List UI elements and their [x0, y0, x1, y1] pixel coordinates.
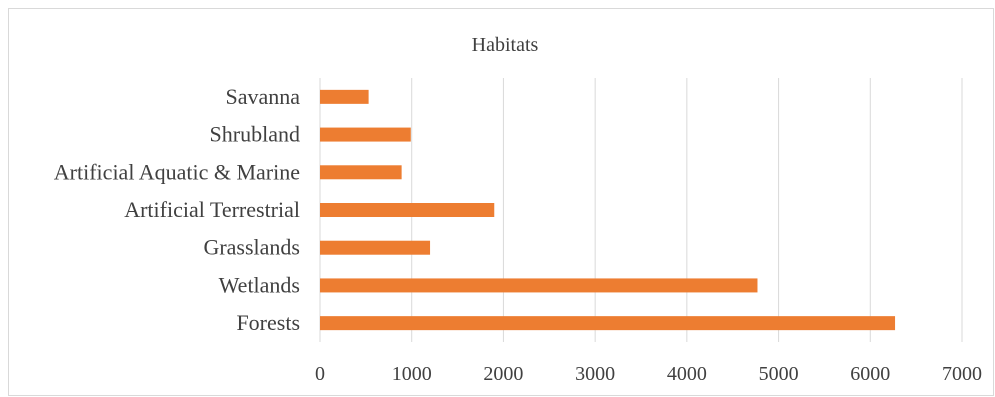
category-label-shrubland: Shrubland	[210, 122, 300, 147]
x-tick-label-2000: 2000	[483, 363, 523, 385]
chart-title: Habitats	[472, 34, 539, 56]
x-tick-label-6000: 6000	[850, 363, 890, 385]
category-label-artificial-terrestrial: Artificial Terrestrial	[124, 197, 300, 222]
x-tick-labels: 0 1000 2000 3000 4000 5000 6000 7000	[315, 363, 982, 385]
bars	[320, 89, 896, 331]
x-tick-label-3000: 3000	[575, 363, 615, 385]
bar-savanna	[320, 89, 369, 104]
gridlines	[319, 78, 963, 342]
category-label-artificial-aquatic-marine: Artificial Aquatic & Marine	[54, 159, 300, 184]
bar-forests	[320, 316, 896, 331]
x-tick-label-0: 0	[315, 363, 325, 385]
bar-artificial-terrestrial	[320, 203, 495, 217]
category-label-savanna: Savanna	[225, 84, 300, 109]
x-tick-label-4000: 4000	[667, 363, 707, 385]
category-label-grasslands: Grasslands	[203, 235, 300, 260]
bar-grasslands	[320, 240, 431, 255]
chart-frame	[8, 8, 994, 396]
category-labels: Forests Wetlands Grasslands Artificial Terr…	[54, 84, 300, 335]
x-tick-label-7000: 7000	[942, 363, 982, 385]
bar-wetlands	[320, 278, 758, 293]
category-label-forests: Forests	[236, 310, 300, 335]
x-tick-label-5000: 5000	[759, 363, 799, 385]
x-tick-label-1000: 1000	[392, 363, 432, 385]
category-label-wetlands: Wetlands	[219, 272, 300, 297]
bar-artificial-aquatic-marine	[320, 165, 402, 180]
bar-shrubland	[320, 127, 411, 142]
